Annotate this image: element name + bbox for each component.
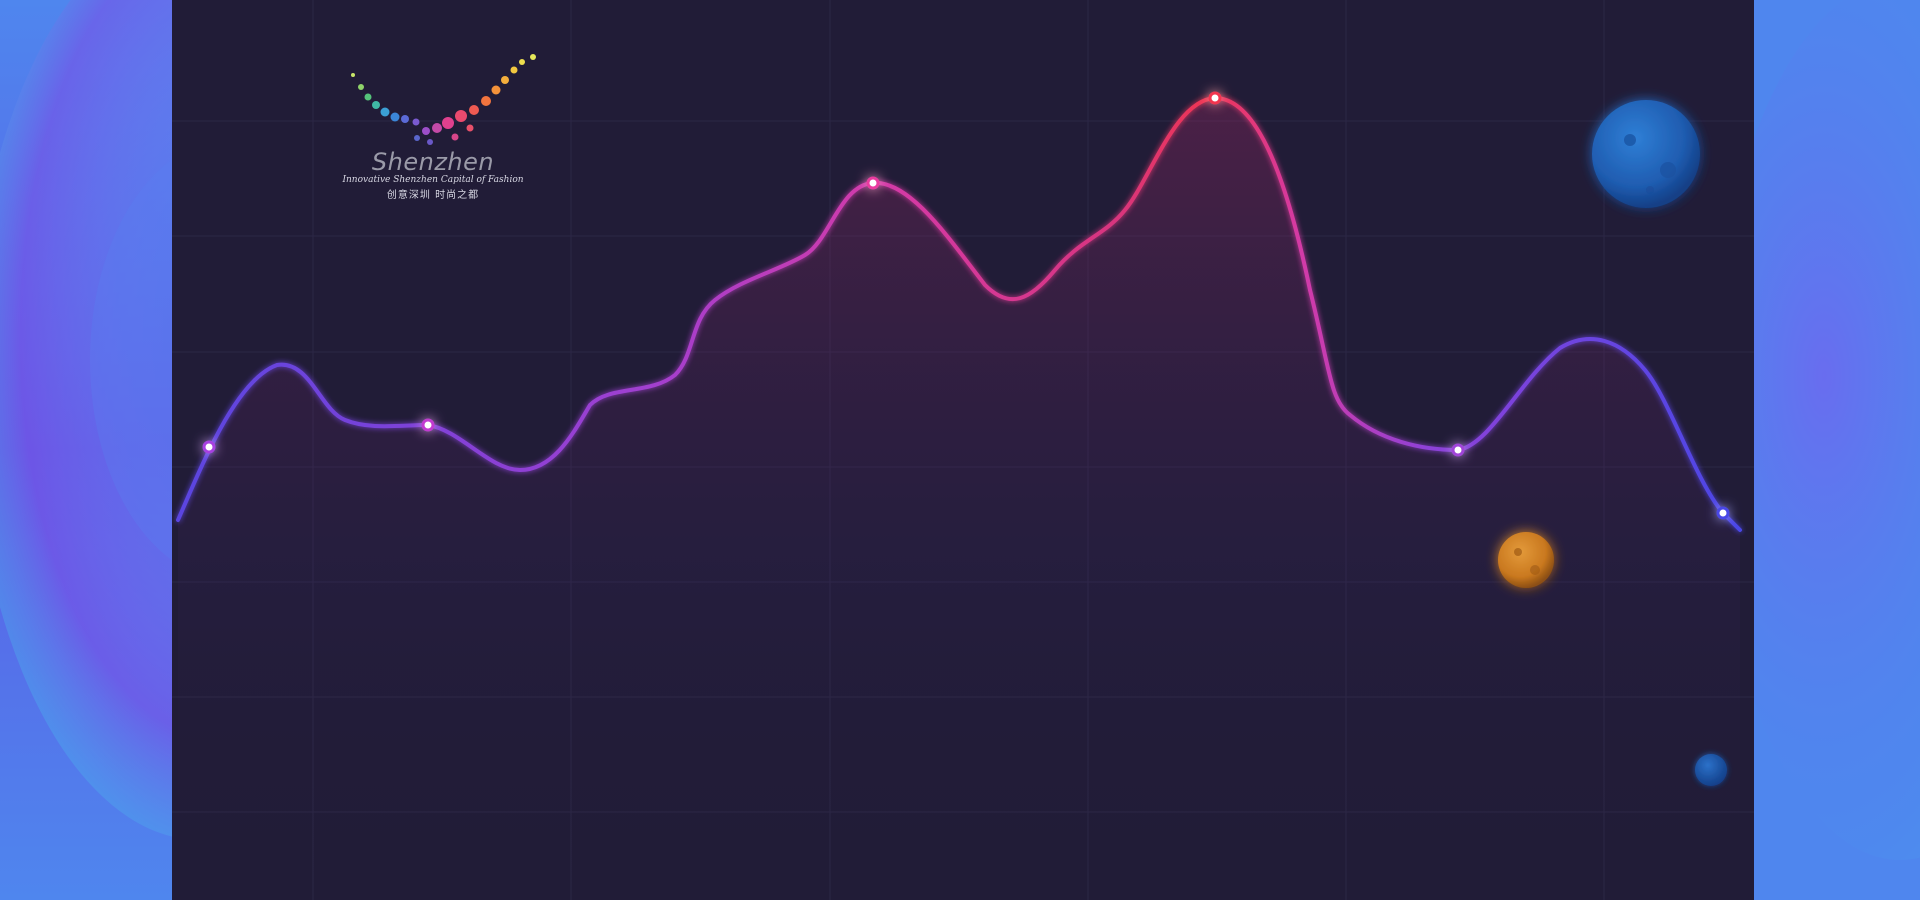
- orange-planet: [1498, 532, 1554, 588]
- curve-area: [178, 98, 1740, 900]
- marker-point: [1716, 506, 1730, 520]
- logo-wordmark: Shenzhen: [371, 148, 495, 176]
- logo-chinese-slogan: 创意深圳 时尚之都: [386, 190, 480, 201]
- small-blue-planet: [1695, 754, 1727, 786]
- marker-point: [421, 418, 435, 432]
- marker-point: [1451, 443, 1465, 457]
- curve-markers: [202, 91, 1730, 520]
- large-blue-planet: [1592, 100, 1700, 208]
- marker-point: [202, 440, 216, 454]
- marker-point: [866, 176, 880, 190]
- marker-point: [1208, 91, 1222, 105]
- logo-tagline: Innovative Shenzhen Capital of Fashion: [342, 175, 524, 185]
- right-swirl: [1710, 0, 1920, 860]
- shenzhen-logo-butterflies: [351, 54, 536, 145]
